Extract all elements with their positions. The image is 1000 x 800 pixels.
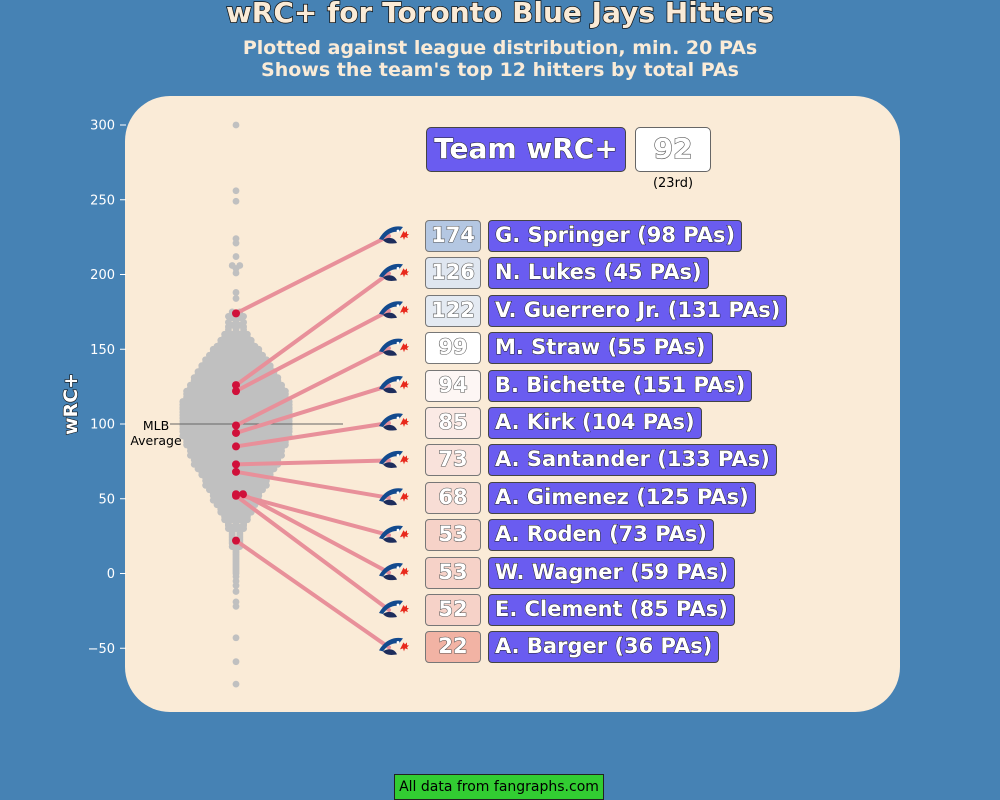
player-connector — [234, 538, 391, 650]
chart-subtitle-line-1: Plotted against league distribution, min… — [242, 37, 758, 59]
league-dot — [232, 269, 240, 277]
league-dot — [232, 680, 240, 688]
league-dot — [232, 658, 240, 666]
player-name-label: M. Straw (55 PAs) — [488, 332, 713, 365]
mlb-average-label: Average — [130, 433, 182, 448]
player-connector — [234, 234, 391, 316]
league-dot — [232, 239, 240, 247]
blue-jays-logo-icon — [379, 563, 409, 581]
player-dot — [232, 381, 240, 390]
league-dot — [232, 187, 240, 195]
blue-jays-logo-icon — [379, 263, 409, 281]
player-connector — [234, 493, 391, 612]
player-wrc-value: 94 — [425, 369, 481, 402]
team-wrc-rank: (23rd) — [652, 176, 694, 191]
player-name-label: E. Clement (85 PAs) — [488, 594, 735, 626]
chart-subtitle-line-2: Shows the team's top 12 hitters by total… — [261, 59, 739, 81]
mlb-average-label: MLB — [143, 418, 169, 433]
y-axis-label: wRC+ — [60, 373, 82, 435]
player-connector — [234, 383, 391, 435]
player-dot — [232, 460, 240, 469]
player-name-label: N. Lukes (45 PAs) — [488, 257, 709, 290]
player-wrc-value: 85 — [425, 407, 481, 439]
player-name-label: V. Guerrero Jr. (131 PAs) — [488, 294, 788, 327]
player-name-label: A. Santander (133 PAs) — [488, 444, 777, 477]
player-wrc-value: 68 — [425, 481, 481, 514]
player-dot — [232, 467, 240, 476]
player-wrc-value: 126 — [425, 257, 481, 290]
player-name-label: A. Roden (73 PAs) — [488, 519, 715, 552]
player-dot — [239, 490, 247, 499]
data-source-footer: All data from fangraphs.com — [394, 774, 604, 800]
player-connector — [234, 271, 391, 388]
player-dot — [232, 309, 240, 318]
chart-title: wRC+ for Toronto Blue Jays Hitters — [225, 0, 775, 30]
blue-jays-logo-icon — [379, 376, 409, 394]
player-name-label: W. Wagner (59 PAs) — [488, 556, 736, 589]
blue-jays-logo-icon — [379, 525, 409, 543]
league-dot — [232, 289, 240, 296]
player-connector — [234, 421, 391, 449]
player-connector — [234, 308, 391, 394]
league-dot — [232, 634, 240, 642]
player-name-label: A. Kirk (104 PAs) — [488, 407, 702, 439]
league-dot — [232, 588, 240, 595]
player-dot — [232, 421, 240, 430]
player-name-label: B. Bichette (151 PAs) — [488, 369, 753, 402]
blue-jays-logo-icon — [379, 301, 409, 319]
team-wrc-value: 92 — [635, 127, 711, 172]
player-dot — [232, 536, 240, 545]
player-wrc-value: 122 — [425, 294, 481, 327]
blue-jays-logo-icon — [379, 226, 409, 244]
player-dot — [232, 387, 240, 396]
player-name-label: A. Gimenez (125 PAs) — [488, 481, 756, 514]
y-tick-label: 100 — [90, 418, 115, 433]
player-dot — [232, 442, 240, 451]
y-tick-label: 50 — [98, 492, 115, 507]
player-wrc-value: 99 — [425, 332, 481, 365]
player-connector — [234, 458, 391, 467]
team-wrc-label: Team wRC+ — [426, 127, 626, 172]
blue-jays-logo-icon — [379, 338, 409, 356]
league-dot — [232, 253, 240, 260]
player-wrc-value: 73 — [425, 444, 481, 477]
league-dot — [232, 197, 240, 205]
player-dot — [232, 491, 240, 500]
player-connector — [234, 346, 391, 428]
league-dot — [232, 121, 240, 129]
player-connector — [241, 492, 391, 575]
y-tick-label: 0 — [107, 567, 115, 582]
blue-jays-logo-icon — [379, 450, 409, 468]
player-name-label: A. Barger (36 PAs) — [488, 631, 720, 664]
player-dot — [232, 428, 240, 437]
blue-jays-logo-icon — [379, 637, 409, 655]
blue-jays-logo-icon — [379, 488, 409, 506]
player-wrc-value: 174 — [425, 220, 481, 252]
league-dot — [232, 602, 240, 610]
league-dot — [232, 295, 240, 302]
y-tick-label: 300 — [90, 119, 115, 134]
player-wrc-value: 52 — [425, 594, 481, 626]
player-wrc-value: 53 — [425, 556, 481, 589]
y-tick-label: 250 — [90, 193, 115, 208]
blue-jays-logo-icon — [379, 413, 409, 431]
blue-jays-logo-icon — [379, 600, 409, 618]
player-wrc-value: 53 — [425, 519, 481, 552]
y-tick-label: −50 — [88, 642, 115, 657]
player-connector — [234, 492, 391, 538]
y-tick-label: 200 — [90, 268, 115, 283]
player-connector — [234, 469, 391, 500]
y-tick-label: 150 — [90, 343, 115, 358]
player-wrc-value: 22 — [425, 631, 481, 664]
league-dot — [232, 582, 240, 589]
player-name-label: G. Springer (98 PAs) — [488, 220, 743, 252]
